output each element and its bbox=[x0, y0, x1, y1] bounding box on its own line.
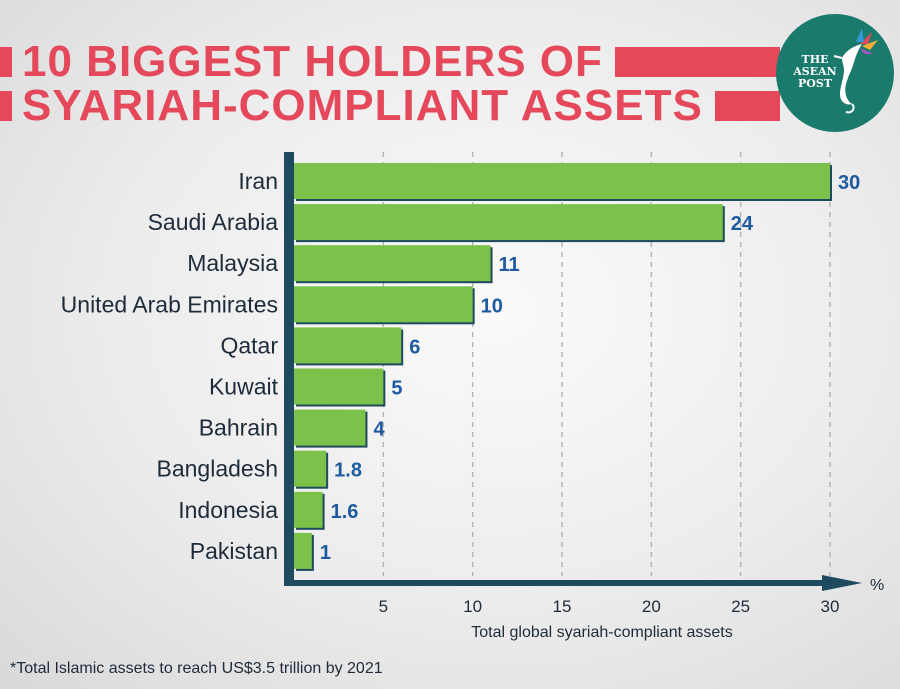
value-label: 1.8 bbox=[334, 460, 362, 482]
value-label: 11 bbox=[499, 254, 520, 276]
x-tick-label: 15 bbox=[553, 597, 572, 616]
category-label: Qatar bbox=[220, 332, 278, 358]
title-line-2: SYARIAH-COMPLIANT ASSETS bbox=[0, 84, 780, 128]
category-label: Kuwait bbox=[209, 374, 279, 400]
title-accent-bar bbox=[0, 91, 12, 121]
bar bbox=[294, 204, 723, 241]
x-axis bbox=[284, 580, 824, 586]
x-tick-label: 5 bbox=[379, 597, 388, 616]
value-label: 10 bbox=[481, 295, 503, 317]
category-label: Bahrain bbox=[199, 415, 278, 441]
x-tick-label: 20 bbox=[642, 597, 661, 616]
x-tick-label: 25 bbox=[731, 597, 750, 616]
x-axis-unit: % bbox=[870, 577, 884, 594]
bar bbox=[294, 368, 384, 405]
bar bbox=[294, 163, 830, 199]
bar bbox=[294, 491, 323, 528]
title-accent-bar bbox=[0, 47, 12, 77]
x-tick-label: 10 bbox=[463, 597, 482, 616]
category-label: Malaysia bbox=[187, 250, 278, 276]
bar bbox=[294, 409, 366, 446]
bar bbox=[294, 450, 327, 487]
logo-text: THE ASEAN POST bbox=[793, 53, 837, 90]
x-axis-title: Total global syariah-compliant assets bbox=[471, 624, 732, 641]
bar bbox=[294, 245, 491, 282]
chart-title: 10 BIGGEST HOLDERS OF SYARIAH-COMPLIANT … bbox=[0, 40, 780, 128]
title-text-1: 10 BIGGEST HOLDERS OF bbox=[22, 37, 603, 86]
title-accent-bar bbox=[614, 47, 780, 77]
value-label: 6 bbox=[409, 336, 420, 358]
category-label: Pakistan bbox=[190, 538, 278, 564]
value-label: 30 bbox=[838, 172, 860, 194]
bar bbox=[294, 532, 312, 569]
title-accent-bar bbox=[714, 91, 780, 121]
value-label: 24 bbox=[731, 213, 754, 235]
bars bbox=[294, 163, 832, 571]
x-axis-arrow-icon bbox=[822, 575, 862, 591]
title-line-1: 10 BIGGEST HOLDERS OF bbox=[0, 40, 780, 84]
footnote: *Total Islamic assets to reach US$3.5 tr… bbox=[10, 660, 383, 677]
value-label: 1.6 bbox=[331, 501, 359, 523]
value-label: 1 bbox=[320, 542, 331, 564]
hummingbird-icon bbox=[833, 28, 878, 114]
y-axis bbox=[284, 152, 294, 586]
x-tick-label: 30 bbox=[821, 597, 840, 616]
the-asean-post-logo: THE ASEAN POST bbox=[776, 14, 894, 132]
bar bbox=[294, 327, 402, 364]
title-text-2: SYARIAH-COMPLIANT ASSETS bbox=[22, 81, 703, 130]
axes bbox=[284, 152, 862, 591]
value-label: 5 bbox=[391, 378, 402, 400]
category-label: Indonesia bbox=[178, 497, 278, 523]
category-label: Iran bbox=[238, 168, 278, 194]
category-label: Bangladesh bbox=[157, 456, 279, 482]
value-label: 4 bbox=[373, 419, 385, 441]
category-label: United Arab Emirates bbox=[61, 291, 278, 317]
category-label: Saudi Arabia bbox=[148, 209, 279, 235]
bar bbox=[294, 286, 473, 323]
